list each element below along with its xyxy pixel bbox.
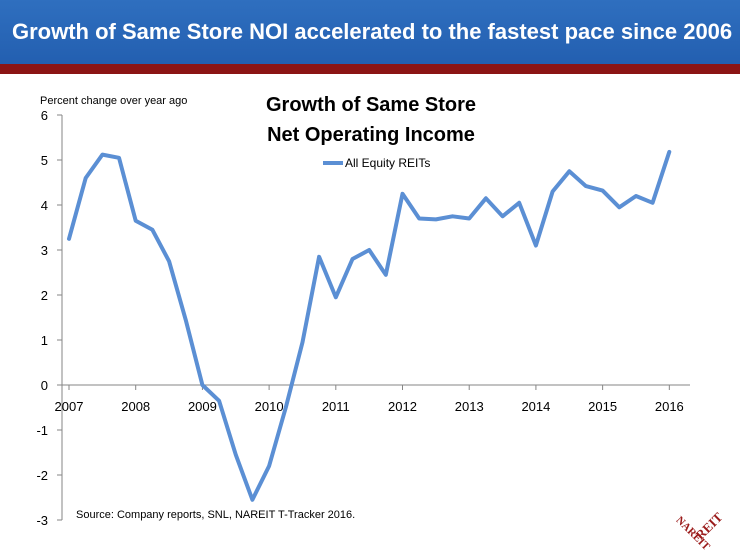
data-point (467, 217, 471, 221)
data-point (167, 259, 171, 263)
data-point (417, 217, 421, 221)
data-point (601, 189, 605, 193)
data-point (484, 196, 488, 200)
data-point (584, 184, 588, 188)
data-point (84, 176, 88, 180)
x-tick-label: 2010 (255, 399, 284, 414)
data-point (184, 318, 188, 322)
data-point (384, 273, 388, 277)
x-tick-label: 2015 (588, 399, 617, 414)
data-point (267, 464, 271, 468)
x-tick-label: 2014 (521, 399, 550, 414)
y-tick-label: 6 (41, 108, 48, 123)
data-point (351, 257, 355, 261)
nareit-logo-icon: REIT NAREIT (676, 509, 726, 553)
data-point (150, 228, 154, 232)
data-point (451, 214, 455, 218)
data-point (634, 194, 638, 198)
data-point (334, 295, 338, 299)
x-tick-label: 2012 (388, 399, 417, 414)
data-point (117, 156, 121, 160)
y-tick-label: 0 (41, 378, 48, 393)
y-tick-label: 1 (41, 333, 48, 348)
x-tick-label: 2013 (455, 399, 484, 414)
series-line-0 (67, 149, 672, 502)
legend-label: All Equity REITs (345, 156, 430, 170)
data-point (200, 383, 204, 387)
data-point (367, 248, 371, 252)
data-point (534, 244, 538, 248)
y-tick-label: 4 (41, 198, 48, 213)
data-point (501, 214, 505, 218)
data-point (100, 153, 104, 157)
slide-title: Growth of Same Store NOI accelerated to … (12, 19, 733, 44)
x-tick-label: 2011 (322, 399, 350, 414)
y-tick-label: 3 (41, 243, 48, 258)
y-tick-label: -3 (36, 513, 48, 528)
chart-title-line-2: Net Operating Income (267, 124, 475, 146)
x-tick-label: 2007 (55, 399, 84, 414)
x-tick-label: 2008 (121, 399, 150, 414)
data-point (651, 201, 655, 205)
data-point (401, 192, 405, 196)
x-tick-label: 2016 (655, 399, 684, 414)
data-point (434, 217, 438, 221)
y-tick-label: -2 (36, 468, 48, 483)
data-point (250, 498, 254, 502)
chart-title-line-1: Growth of Same Store (266, 94, 476, 116)
data-point (317, 255, 321, 259)
title-banner: Growth of Same Store NOI accelerated to … (0, 0, 740, 64)
y-tick-label: 5 (41, 153, 48, 168)
banner-divider (0, 64, 740, 74)
data-point (134, 219, 138, 223)
source-note: Source: Company reports, SNL, NAREIT T-T… (76, 509, 356, 521)
data-point (617, 205, 621, 209)
data-point (667, 150, 671, 154)
data-point (217, 399, 221, 403)
data-point (284, 406, 288, 410)
data-point (234, 453, 238, 457)
data-point (517, 201, 521, 205)
y-axis-label: Percent change over year ago (40, 95, 187, 107)
y-tick-label: 2 (41, 288, 48, 303)
data-point (551, 190, 555, 194)
data-point (67, 237, 71, 241)
data-point (567, 169, 571, 173)
y-tick-label: -1 (36, 423, 48, 438)
x-tick-label: 2009 (188, 399, 217, 414)
data-point (301, 340, 305, 344)
